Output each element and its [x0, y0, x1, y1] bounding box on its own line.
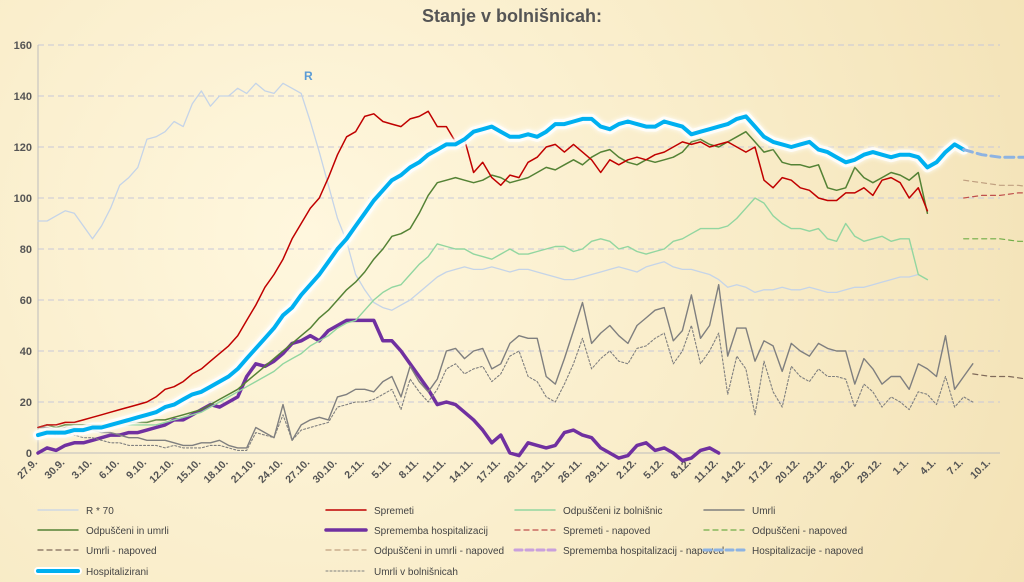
- x-tick-label: 17.11.: [474, 457, 503, 486]
- series-lines: [33, 82, 1024, 463]
- x-tick-label: 3.10.: [70, 457, 95, 482]
- series-umrli-v-bolni-nicah: [37, 324, 974, 451]
- y-tick-label: 100: [14, 193, 32, 205]
- legend-item: R * 70: [37, 506, 114, 517]
- x-tick-label: 1.1.: [890, 457, 911, 478]
- x-tick-label: 2.12.: [614, 457, 639, 482]
- legend-label: Odpuščeni - napoved: [752, 526, 847, 537]
- x-tick-label: 29.12.: [855, 457, 884, 486]
- series-umrli: [37, 284, 974, 449]
- x-tick-label: 23.11.: [529, 457, 558, 486]
- x-tick-label: 18.10.: [202, 457, 231, 486]
- legend-label: Hospitalizacije - napoved: [752, 546, 863, 557]
- x-tick-label: 26.11.: [556, 457, 585, 486]
- y-axis: 0 20 40 60 80 100 120 140 160: [14, 40, 1000, 460]
- x-axis: 27.9. 30.9. 3.10. 6.10. 9.10.12.10.15.10.18.…: [15, 457, 993, 486]
- gridlines: [38, 44, 1000, 454]
- x-tick-label: 20.11.: [501, 457, 530, 486]
- y-tick-label: 0: [26, 448, 32, 460]
- legend-item: Hospitalizacije - napoved: [702, 546, 863, 557]
- x-tick-label: 6.10.: [97, 457, 122, 482]
- x-tick-label: 2.11.: [342, 457, 367, 482]
- x-tick-label: 29.11.: [583, 457, 612, 486]
- legend-label: Umrli: [752, 506, 775, 517]
- legend-label: Spremeti: [374, 506, 414, 517]
- x-tick-label: 30.9.: [42, 457, 67, 482]
- y-tick-label: 140: [14, 91, 32, 103]
- x-tick-label: 11.11.: [420, 457, 448, 485]
- x-tick-label: 14.12.: [719, 457, 748, 486]
- legend-item: Spremeti - napoved: [514, 526, 650, 537]
- series-hospitalizirani-glow: [33, 111, 969, 441]
- x-tick-label: 5.12.: [641, 457, 666, 482]
- y-tick-label: 160: [14, 40, 32, 52]
- x-tick-label: 27.10.: [283, 457, 312, 486]
- x-tick-label: 21.10.: [229, 457, 258, 486]
- series-r-70: [37, 82, 919, 311]
- legend-item: Odpuščeni in umrli: [37, 526, 169, 537]
- x-tick-label: 26.12.: [828, 457, 857, 486]
- legend-label: Odpuščeni in umrli - napoved: [374, 546, 504, 557]
- x-tick-label: 8.11.: [397, 457, 422, 482]
- legend-item: Sprememba hospitalizacij - napoved: [513, 546, 724, 557]
- x-tick-label: 17.12.: [746, 457, 775, 486]
- legend-item: Hospitalizirani: [34, 567, 148, 578]
- series-spremenba-hospitalizacij: [36, 318, 721, 463]
- series-odpu-eni-in-umrli: [37, 130, 929, 429]
- series-spremeti-napoved: [963, 192, 1024, 199]
- series-spremeti: [37, 110, 929, 429]
- y-tick-label: 80: [20, 244, 32, 256]
- series-odpu-eni-iz-bolni-nic: [37, 197, 929, 434]
- legend-item: Odpuščeni in umrli - napoved: [325, 546, 504, 557]
- x-tick-label: 14.11.: [447, 457, 476, 486]
- x-tick-label: 12.10.: [147, 457, 176, 486]
- legend-item: Umrli: [703, 506, 775, 517]
- legend-label: R * 70: [86, 506, 114, 517]
- x-tick-label: 30.10.: [310, 457, 339, 486]
- chart-title: Stanje v bolnišnicah:: [421, 6, 603, 26]
- legend-item: Umrli - napoved: [37, 546, 157, 557]
- x-tick-label: 23.12.: [801, 457, 830, 486]
- y-tick-label: 20: [20, 397, 32, 409]
- series-odpu-eni-napoved: [963, 238, 1024, 242]
- x-tick-label: 9.10.: [124, 457, 149, 482]
- legend-label: Odpuščeni in umrli: [86, 526, 169, 537]
- x-tick-label: 7.1.: [945, 457, 966, 478]
- legend-item: Odpuščeni - napoved: [703, 526, 847, 537]
- x-tick-label: 27.9.: [15, 457, 40, 482]
- series-umrli-napoved: [972, 373, 1024, 380]
- legend-item: Sprememba hospitalizacij: [324, 526, 488, 537]
- y-tick-label: 40: [20, 346, 32, 358]
- x-tick-label: 20.12.: [773, 457, 802, 486]
- legend-label: Hospitalizirani: [86, 567, 148, 578]
- legend-item: Spremeti: [325, 506, 414, 517]
- legend-item: Umrli v bolnišnicah: [325, 567, 458, 578]
- x-tick-label: 10.1.: [968, 457, 993, 482]
- legend-label: Sprememba hospitalizacij: [374, 526, 488, 537]
- x-tick-label: 15.10.: [174, 457, 203, 486]
- series-hospitalizacije-napoved: [962, 148, 1024, 159]
- y-tick-label: 60: [20, 295, 32, 307]
- legend-label: Odpuščeni iz bolnišnic: [563, 506, 663, 517]
- legend-label: Umrli v bolnišnicah: [374, 567, 458, 578]
- legend-item: Odpuščeni iz bolnišnic: [514, 506, 663, 517]
- x-tick-label: 5.11.: [369, 457, 394, 482]
- y-tick-label: 120: [14, 142, 32, 154]
- legend: R * 70 Spremeti Odpuščeni iz bolnišnic Umrl…: [34, 506, 863, 578]
- x-tick-label: 11.12.: [692, 457, 721, 486]
- r-annotation: R: [304, 69, 313, 83]
- series-odpu-eni-in-umrli-napoved: [963, 179, 1024, 187]
- legend-label: Sprememba hospitalizacij - napoved: [563, 546, 724, 557]
- series-hospitalizirani: [36, 114, 966, 438]
- legend-label: Spremeti - napoved: [563, 526, 650, 537]
- legend-label: Umrli - napoved: [86, 546, 157, 557]
- x-tick-label: 4.1.: [918, 457, 939, 478]
- x-tick-label: 24.10.: [256, 457, 285, 486]
